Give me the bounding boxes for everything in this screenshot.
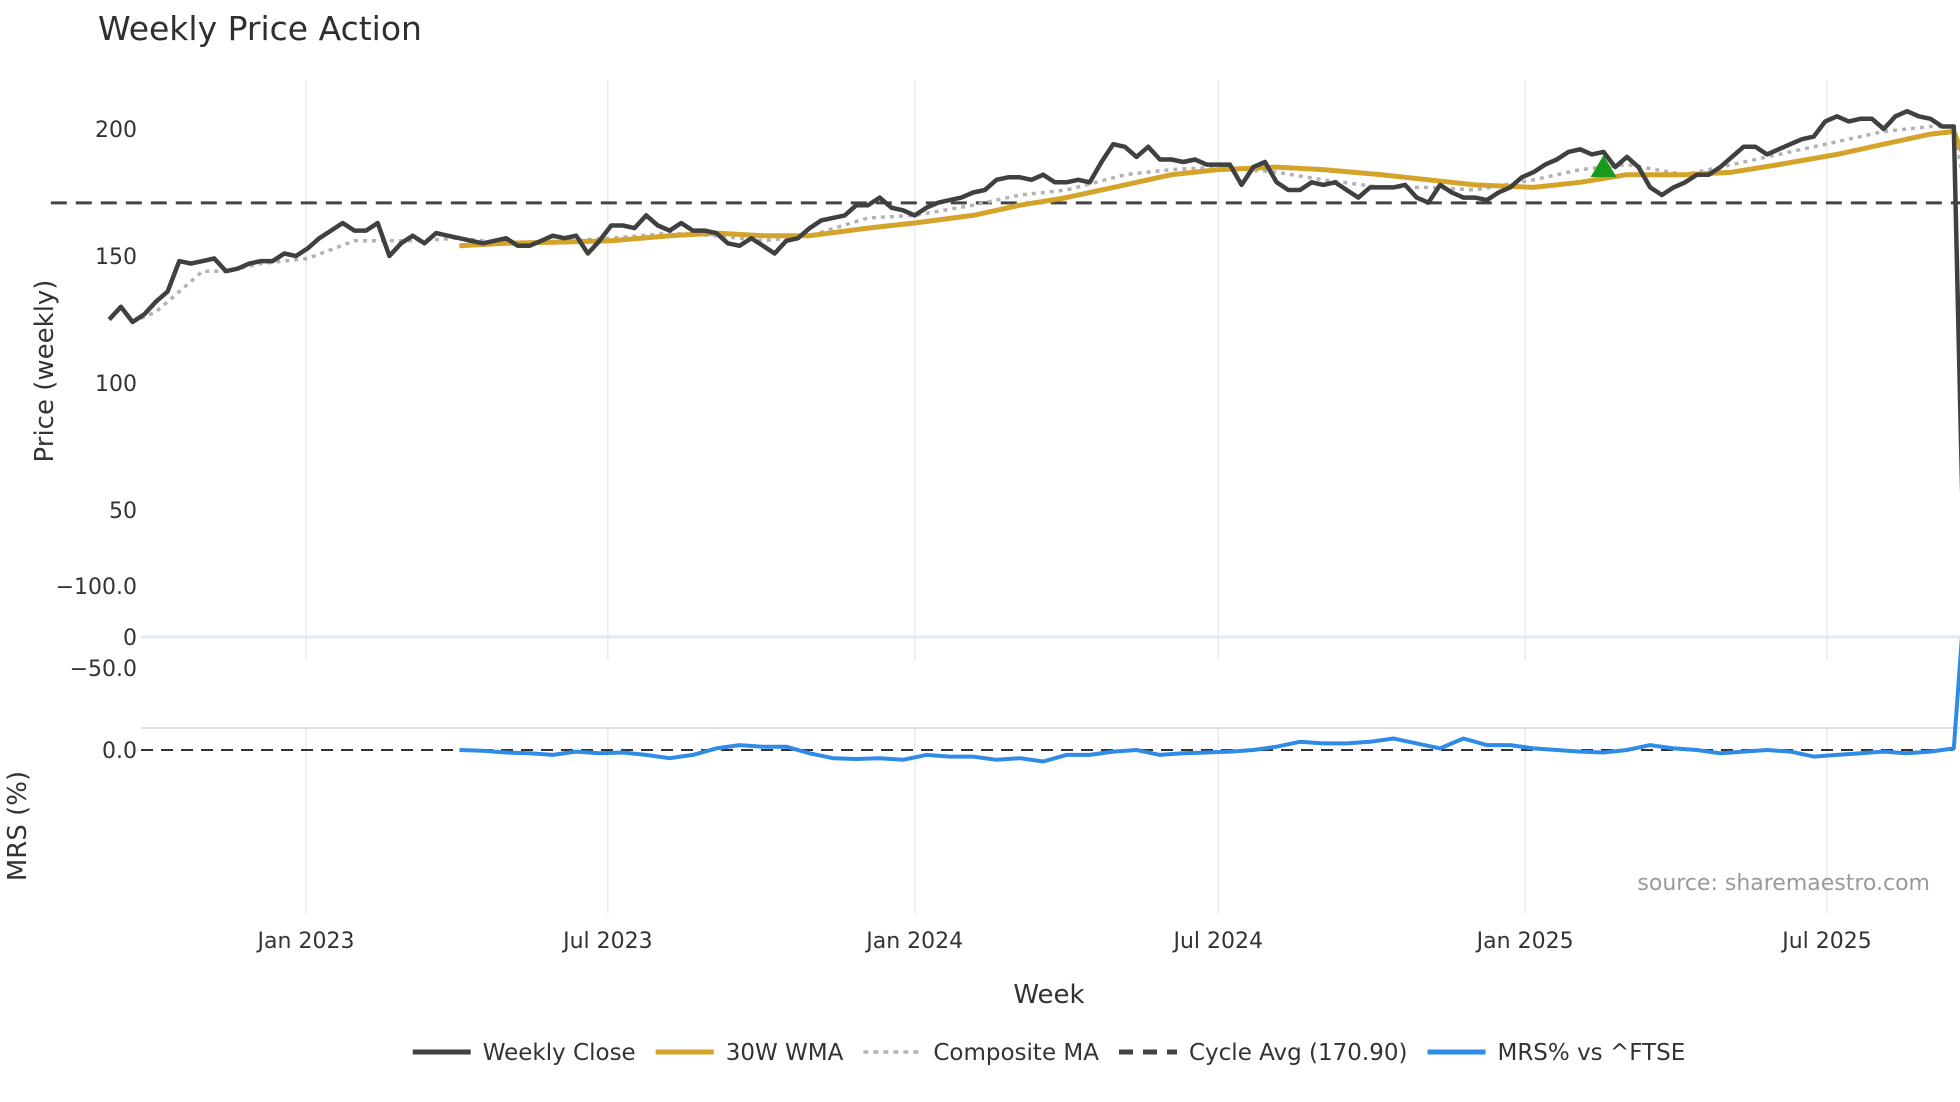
signal-triangle-up-marker — [1590, 155, 1617, 178]
price-y-tick-label: 150 — [95, 245, 137, 270]
mrs-plot — [459, 635, 1960, 764]
legend-item-weekly-close: Weekly Close — [412, 1040, 636, 1066]
legend-item-composite-ma: Composite MA — [863, 1040, 1099, 1066]
legend: Weekly Close 30W WMA Composite MA Cycle Avg… — [412, 1040, 1685, 1066]
x-axis-title: Week — [1013, 980, 1084, 1010]
price-y-tick-label: 0 — [123, 626, 137, 651]
series-composite-ma — [131, 124, 1960, 324]
x-tick-label: Jan 2023 — [256, 929, 355, 954]
legend-label: MRS% vs ^FTSE — [1497, 1040, 1685, 1066]
tick-layer: Jan 2023 Jul 2023 Jan 2024 Jul 2024 Jan 2025… — [56, 118, 1872, 954]
legend-item-mrs-vs-ftse: MRS% vs ^FTSE — [1427, 1040, 1685, 1066]
price-y-tick-label: 200 — [95, 118, 137, 143]
price-plot — [50, 108, 1960, 495]
x-tick-label: Jul 2024 — [1172, 929, 1264, 954]
legend-label: Cycle Avg (170.90) — [1189, 1040, 1408, 1066]
legend-label: 30W WMA — [726, 1040, 844, 1066]
price-axis-title: Price (weekly) — [30, 280, 60, 463]
series-30w-wma — [459, 129, 1960, 249]
mrs-y-tick-label: −50.0 — [70, 657, 137, 682]
x-tick-label: Jan 2024 — [864, 929, 963, 954]
source-annotation: source: sharemaestro.com — [1637, 871, 1930, 896]
legend-label: Weekly Close — [483, 1040, 636, 1066]
mrs-y-tick-label: −100.0 — [56, 575, 137, 600]
series-weekly-close — [107, 108, 1960, 495]
price-y-tick-label: 100 — [95, 372, 137, 397]
price-y-tick-label: 50 — [109, 499, 137, 524]
grid-layer — [141, 80, 1960, 914]
chart-title: Weekly Price Action — [98, 9, 422, 48]
mrs-y-tick-label: 0.0 — [102, 739, 137, 764]
legend-item-30w-wma: 30W WMA — [655, 1040, 844, 1066]
mrs-axis-title: MRS (%) — [3, 771, 33, 881]
series-mrs-vs-ftse — [459, 635, 1960, 764]
legend-label: Composite MA — [933, 1040, 1099, 1066]
x-tick-label: Jul 2025 — [1780, 929, 1872, 954]
x-tick-label: Jul 2023 — [561, 929, 653, 954]
legend-item-cycle-avg-170-90: Cycle Avg (170.90) — [1118, 1040, 1408, 1066]
x-tick-label: Jan 2025 — [1475, 929, 1574, 954]
